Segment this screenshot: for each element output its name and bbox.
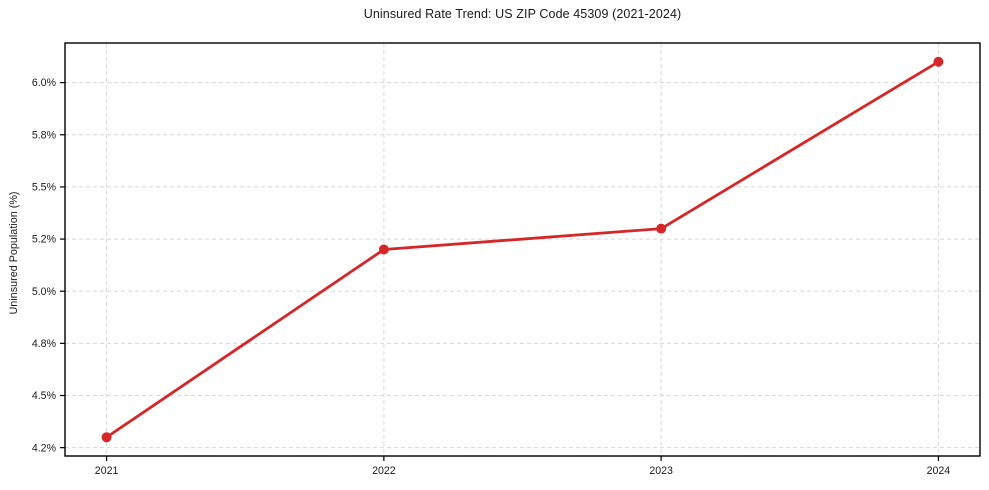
y-tick-label: 5.8%: [32, 129, 57, 141]
data-point-marker: [101, 432, 112, 443]
x-tick-label: 2024: [927, 465, 951, 477]
plot-border: [64, 42, 981, 457]
data-point-marker: [933, 56, 944, 67]
x-tick-label: 2023: [649, 465, 673, 477]
y-tick-label: 5.0%: [32, 286, 57, 298]
trend-line: [105, 60, 940, 439]
y-tick-label: 4.5%: [32, 390, 57, 402]
x-tick-label: 2021: [95, 465, 119, 477]
y-tick-label: 5.5%: [32, 182, 57, 194]
data-point-marker: [378, 244, 389, 255]
y-tick-label: 4.8%: [32, 338, 57, 350]
y-tick-label: 6.0%: [32, 77, 57, 89]
x-tick-label: 2022: [372, 465, 396, 477]
y-tick-label: 5.2%: [32, 234, 57, 246]
data-point-marker: [656, 223, 667, 234]
y-tick-label: 4.2%: [32, 442, 57, 454]
chart-title: Uninsured Rate Trend: US ZIP Code 45309 …: [363, 7, 682, 21]
